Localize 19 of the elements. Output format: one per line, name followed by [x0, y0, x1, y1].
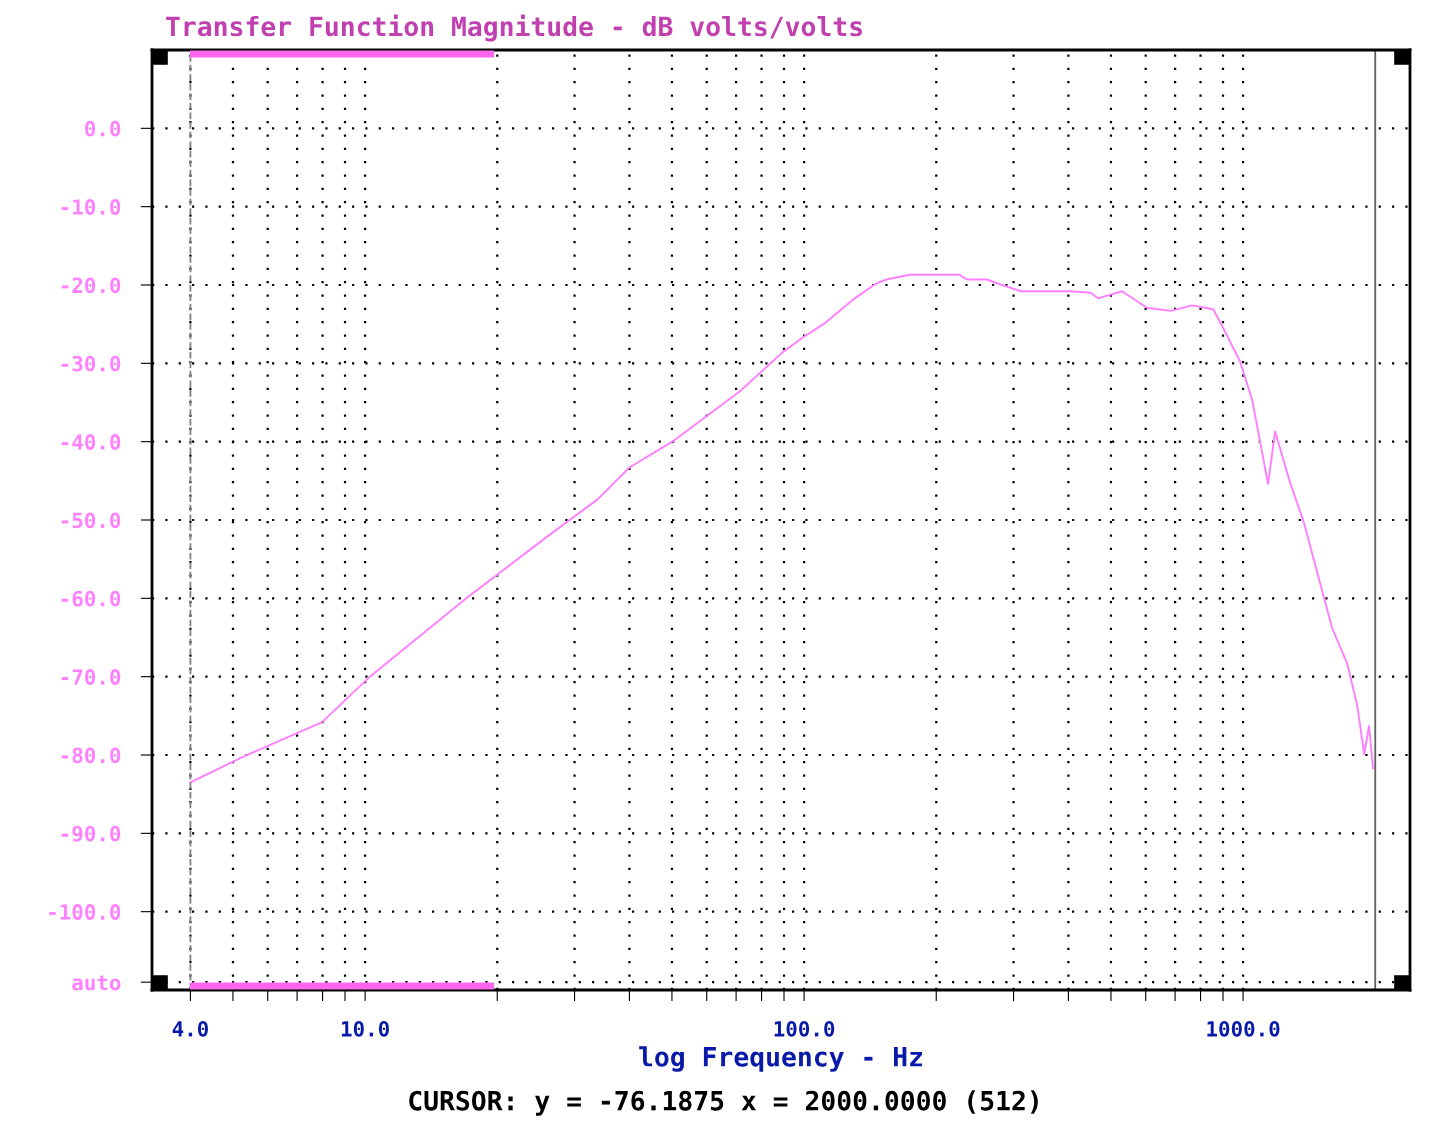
y-tick-label: -40.0	[61, 434, 121, 450]
y-tick-label: -80.0	[61, 747, 121, 764]
y-tick-label: -70.0	[61, 669, 121, 685]
x-tick-label: 4.0	[172, 1020, 208, 1037]
y-tick-label: 0.0	[85, 120, 121, 137]
y-tick-label: -30.0	[61, 355, 121, 372]
y-tick-label: -100.0	[49, 904, 121, 920]
chart-title: Transfer Function Magnitude - dB volts/volts	[166, 14, 862, 42]
y-tick-label: -60.0	[61, 590, 121, 607]
y-tick-label: -90.0	[61, 825, 121, 842]
x-axis-title: log Frequency - Hz	[639, 1046, 923, 1072]
text: CURSOR: y = -76.1875 x = 2000.0000 (512)	[409, 1090, 1038, 1116]
y-tick-label: -10.0	[61, 199, 121, 215]
y-tick-label: auto	[72, 975, 121, 991]
y-tick-label: -20.0	[61, 277, 121, 294]
x-tick-label: 1000.0	[1207, 1020, 1280, 1037]
x-tick-label: 10.0	[341, 1020, 389, 1037]
x-tick-label: 100.0	[774, 1020, 835, 1037]
y-tick-label: -50.0	[61, 512, 121, 529]
